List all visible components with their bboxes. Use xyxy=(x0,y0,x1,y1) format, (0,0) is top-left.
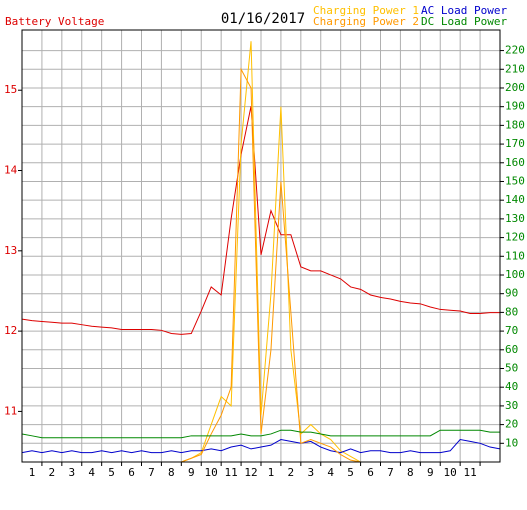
y2-tick-label: 130 xyxy=(505,212,525,225)
x-tick-label: 2 xyxy=(288,466,295,479)
x-tick-label: 11 xyxy=(224,466,237,479)
x-tick-label: 11 xyxy=(463,466,476,479)
x-tick-label: 10 xyxy=(205,466,218,479)
lines xyxy=(22,41,500,462)
chart-title: 01/16/2017 xyxy=(221,11,305,27)
y2-tick-label: 120 xyxy=(505,231,525,244)
x-tick-label: 9 xyxy=(188,466,195,479)
y2-tick-label: 110 xyxy=(505,249,525,262)
y2-tick-label: 100 xyxy=(505,268,525,281)
x-tick-label: 1 xyxy=(268,466,275,479)
legend-label: DC Load Power xyxy=(421,15,507,28)
y2-tick-label: 80 xyxy=(505,305,518,318)
y2-tick-label: 170 xyxy=(505,137,525,150)
x-tick-label: 1 xyxy=(29,466,36,479)
x-tick-label: 12 xyxy=(244,466,257,479)
x-tick-label: 4 xyxy=(88,466,95,479)
y2-tick-label: 150 xyxy=(505,174,525,187)
series-line xyxy=(22,67,500,462)
y2-tick-label: 180 xyxy=(505,118,525,131)
y2-tick-label: 40 xyxy=(505,380,518,393)
y2-tick-label: 190 xyxy=(505,100,525,113)
y2-tick-label: 160 xyxy=(505,156,525,169)
y-tick-label: 12 xyxy=(4,324,17,337)
y-tick-label: 11 xyxy=(4,404,17,417)
x-tick-label: 6 xyxy=(367,466,374,479)
x-tick-label: 3 xyxy=(68,466,75,479)
y-tick-label: 14 xyxy=(4,164,18,177)
series-line xyxy=(22,429,500,439)
y2-tick-label: 210 xyxy=(505,62,525,75)
x-tick-label: 2 xyxy=(49,466,56,479)
legend-label: Charging Power 1 xyxy=(313,4,419,17)
y2-tick-label: 220 xyxy=(505,44,525,57)
series-line xyxy=(22,106,500,335)
x-tick-label: 5 xyxy=(347,466,354,479)
y2-tick-label: 70 xyxy=(505,324,518,337)
y2-tick-label: 140 xyxy=(505,193,525,206)
legend-label: Charging Power 2 xyxy=(313,15,419,28)
x-tick-label: 3 xyxy=(307,466,314,479)
x-tick-label: 7 xyxy=(387,466,394,479)
x-tick-label: 7 xyxy=(148,466,155,479)
y2-tick-label: 50 xyxy=(505,361,518,374)
series-line xyxy=(22,41,500,462)
y2-tick-label: 200 xyxy=(505,81,525,94)
y2-tick-label: 60 xyxy=(505,343,518,356)
series-line xyxy=(22,439,500,454)
y-tick-label: 13 xyxy=(4,244,17,257)
y2-tick-label: 30 xyxy=(505,399,518,412)
x-tick-label: 5 xyxy=(108,466,115,479)
x-tick-label: 6 xyxy=(128,466,135,479)
y2-tick-label: 90 xyxy=(505,287,518,300)
y-axis-label: Battery Voltage xyxy=(5,15,104,28)
y2-tick-label: 10 xyxy=(505,436,518,449)
x-tick-label: 8 xyxy=(168,466,175,479)
legend-label: AC Load Power xyxy=(421,4,507,17)
x-tick-label: 4 xyxy=(327,466,334,479)
x-tick-label: 8 xyxy=(407,466,414,479)
x-tick-label: 9 xyxy=(427,466,434,479)
x-tick-label: 10 xyxy=(444,466,457,479)
y-tick-label: 15 xyxy=(4,83,17,96)
y2-tick-label: 20 xyxy=(505,418,518,431)
